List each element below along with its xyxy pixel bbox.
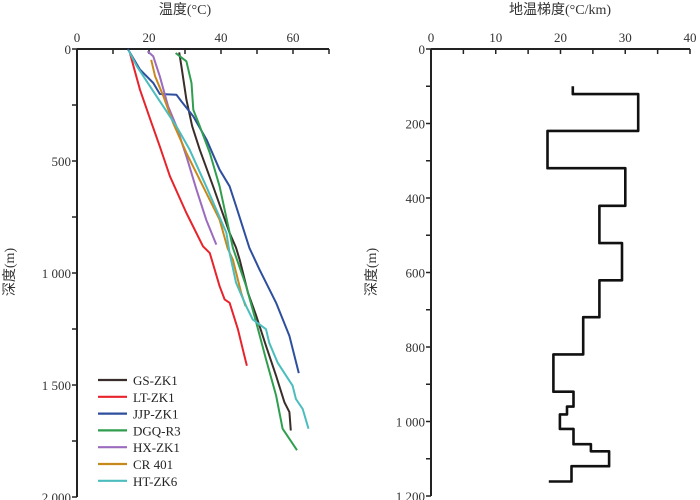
series-line-cr-401 (150, 59, 247, 307)
legend-label: HX-ZK1 (133, 440, 180, 455)
y-tick-label: 200 (406, 117, 426, 132)
x-tick-label: 0 (428, 30, 435, 45)
series-line-lt-zk1 (128, 52, 248, 366)
y-tick-label: 2 000 (42, 490, 71, 500)
legend-label: CR 401 (133, 457, 173, 472)
left-chart-title: 温度(°C) (159, 2, 212, 18)
y-tick-label: 0 (65, 42, 72, 57)
y-tick-label: 800 (406, 340, 426, 355)
legend-label: JJP-ZK1 (133, 407, 179, 422)
y-tick-label: 400 (406, 191, 426, 206)
x-tick-label: 20 (554, 30, 567, 45)
x-tick-label: 60 (287, 30, 300, 45)
left-chart-ylabel: 深度(m) (2, 248, 18, 297)
series-line-dgq-r3 (174, 52, 298, 451)
y-tick-label: 600 (406, 266, 426, 281)
y-tick-label: 1 500 (42, 378, 71, 393)
x-tick-label: 0 (74, 30, 81, 45)
y-tick-label: 0 (419, 42, 426, 57)
legend-label: LT-ZK1 (133, 390, 175, 405)
legend-label: GS-ZK1 (133, 373, 178, 388)
x-tick-label: 30 (619, 30, 632, 45)
y-tick-label: 500 (52, 154, 72, 169)
left-chart: 0 20 40 60 0 500 1 000 1 500 2 000 (42, 30, 330, 500)
y-tick-label: 1 000 (396, 415, 425, 430)
x-tick-label: 40 (215, 30, 228, 45)
series-line-gs-zk1 (178, 52, 292, 431)
series-line-gradient-0 (546, 86, 640, 483)
series-line-ht-zk6 (127, 49, 310, 429)
series-line-jjp-zk1 (126, 48, 300, 374)
x-tick-label: 10 (489, 30, 502, 45)
series-line-hx-zk1 (146, 50, 218, 245)
legend-label: HT-ZK6 (133, 474, 178, 489)
right-chart-ylabel: 深度(m) (364, 248, 380, 297)
x-tick-label: 20 (143, 30, 156, 45)
y-tick-label: 1 200 (396, 489, 425, 500)
x-tick-label: 40 (684, 30, 697, 45)
right-chart-title: 地温梯度(°C/km) (509, 2, 611, 18)
legend-label: DGQ-R3 (133, 423, 181, 438)
y-tick-label: 1 000 (42, 266, 71, 281)
